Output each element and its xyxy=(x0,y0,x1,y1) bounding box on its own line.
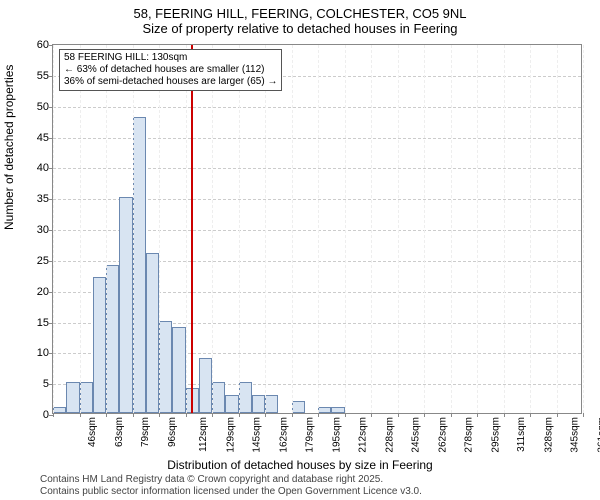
gridline-v xyxy=(345,45,346,413)
xtick-mark xyxy=(345,413,346,417)
xtick-label: 162sqm xyxy=(278,417,289,453)
histogram-bar xyxy=(265,395,278,414)
xtick-label: 145sqm xyxy=(252,417,263,453)
xtick-label: 278sqm xyxy=(464,417,475,453)
xtick-label: 96sqm xyxy=(167,417,178,447)
gridline-v xyxy=(371,45,372,413)
histogram-bar xyxy=(146,253,159,413)
gridline-v xyxy=(318,45,319,413)
histogram-bar xyxy=(80,382,93,413)
gridline-v xyxy=(239,45,240,413)
gridline-v xyxy=(424,45,425,413)
xtick-mark xyxy=(133,413,134,417)
title-line1: 58, FEERING HILL, FEERING, COLCHESTER, C… xyxy=(0,6,600,21)
xtick-mark xyxy=(292,413,293,417)
title-line2: Size of property relative to detached ho… xyxy=(0,21,600,36)
footer-line1: Contains HM Land Registry data © Crown c… xyxy=(40,474,422,486)
gridline-v xyxy=(583,45,584,413)
histogram-bar xyxy=(212,382,225,413)
xtick-mark xyxy=(424,413,425,417)
histogram-bar xyxy=(106,265,119,413)
histogram-bar xyxy=(318,407,331,413)
xtick-label: 63sqm xyxy=(114,417,125,447)
xtick-mark xyxy=(80,413,81,417)
xtick-mark xyxy=(477,413,478,417)
xtick-label: 245sqm xyxy=(411,417,422,453)
xtick-label: 228sqm xyxy=(384,417,395,453)
xtick-mark xyxy=(106,413,107,417)
histogram-bar xyxy=(133,117,146,413)
histogram-bar xyxy=(53,407,66,413)
footer-attribution: Contains HM Land Registry data © Crown c… xyxy=(40,474,422,498)
chart-container: 58, FEERING HILL, FEERING, COLCHESTER, C… xyxy=(0,0,600,500)
xtick-label: 328sqm xyxy=(543,417,554,453)
xtick-label: 295sqm xyxy=(490,417,501,453)
xtick-label: 79sqm xyxy=(140,417,151,447)
xtick-label: 46sqm xyxy=(87,417,98,447)
xtick-mark xyxy=(53,413,54,417)
xtick-label: 129sqm xyxy=(225,417,236,453)
xtick-label: 311sqm xyxy=(516,417,527,452)
annotation-line1: 58 FEERING HILL: 130sqm xyxy=(64,52,277,64)
xtick-mark xyxy=(557,413,558,417)
histogram-bar xyxy=(159,321,172,414)
xtick-mark xyxy=(212,413,213,417)
xtick-mark xyxy=(371,413,372,417)
histogram-bar xyxy=(172,327,185,413)
histogram-bar xyxy=(119,197,132,413)
title-block: 58, FEERING HILL, FEERING, COLCHESTER, C… xyxy=(0,0,600,36)
gridline-v xyxy=(451,45,452,413)
xtick-mark xyxy=(186,413,187,417)
histogram-bar xyxy=(66,382,79,413)
histogram-bar xyxy=(292,401,305,413)
xtick-label: 262sqm xyxy=(437,417,448,453)
histogram-bar xyxy=(252,395,265,414)
xtick-label: 195sqm xyxy=(331,417,342,453)
xtick-mark xyxy=(318,413,319,417)
xtick-mark xyxy=(504,413,505,417)
gridline-v xyxy=(212,45,213,413)
gridline-v xyxy=(292,45,293,413)
xtick-mark xyxy=(583,413,584,417)
xtick-label: 345sqm xyxy=(570,417,581,453)
gridline-v xyxy=(557,45,558,413)
annotation-line3: 36% of semi-detached houses are larger (… xyxy=(64,76,277,88)
xtick-label: 361sqm xyxy=(596,417,600,453)
y-axis-label: Number of detached properties xyxy=(2,65,16,230)
gridline-v xyxy=(80,45,81,413)
xtick-label: 112sqm xyxy=(198,417,209,452)
footer-line2: Contains public sector information licen… xyxy=(40,486,422,498)
gridline-v xyxy=(133,45,134,413)
xtick-mark xyxy=(159,413,160,417)
gridline-v xyxy=(186,45,187,413)
gridline-v xyxy=(106,45,107,413)
gridline-v xyxy=(159,45,160,413)
gridline-v xyxy=(504,45,505,413)
xtick-mark xyxy=(239,413,240,417)
gridline-v xyxy=(530,45,531,413)
xtick-label: 179sqm xyxy=(305,417,316,453)
plot-area: 05101520253035404550556046sqm63sqm79sqm9… xyxy=(52,44,582,414)
histogram-bar xyxy=(225,395,238,414)
xtick-mark xyxy=(451,413,452,417)
histogram-bar xyxy=(93,277,106,413)
xtick-mark xyxy=(398,413,399,417)
xtick-mark xyxy=(530,413,531,417)
histogram-bar xyxy=(239,382,252,413)
gridline-v xyxy=(398,45,399,413)
xtick-mark xyxy=(265,413,266,417)
marker-line xyxy=(191,45,193,413)
x-axis-label: Distribution of detached houses by size … xyxy=(0,458,600,472)
annotation-line2: ← 63% of detached houses are smaller (11… xyxy=(64,64,277,76)
histogram-bar xyxy=(331,407,344,413)
gridline-v xyxy=(477,45,478,413)
histogram-bar xyxy=(199,358,212,414)
gridline-v xyxy=(265,45,266,413)
gridline-v xyxy=(53,45,54,413)
annotation-box: 58 FEERING HILL: 130sqm← 63% of detached… xyxy=(59,49,282,91)
xtick-label: 212sqm xyxy=(358,417,369,453)
